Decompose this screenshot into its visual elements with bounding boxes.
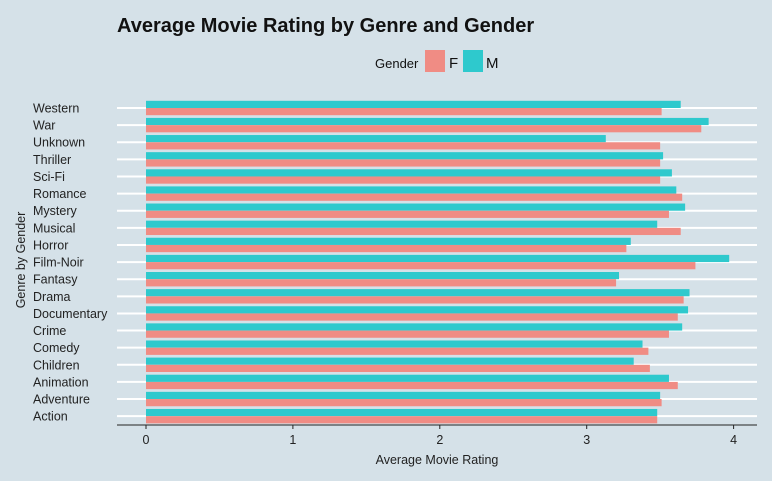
bar-f (146, 108, 662, 116)
bar-f (146, 227, 681, 236)
y-tick-label: Musical (33, 221, 75, 235)
bar-m (146, 186, 677, 194)
y-tick-label: Adventure (33, 393, 90, 407)
bar-m (146, 374, 669, 382)
bar-m (146, 408, 658, 417)
bar-f (146, 176, 661, 184)
y-tick-label: Drama (33, 290, 71, 304)
bar-m (146, 254, 730, 263)
bar-f (146, 193, 683, 201)
bar-f (146, 381, 678, 390)
bar-m (146, 135, 606, 143)
x-tick-label: 0 (143, 433, 150, 447)
chart-title: Average Movie Rating by Genre and Gender (117, 15, 534, 37)
bar-m (146, 100, 681, 108)
bar-m (146, 117, 709, 126)
bar-f (146, 364, 650, 372)
bar-f (146, 416, 658, 424)
y-tick-label: Children (33, 358, 80, 372)
y-tick-label: Sci-Fi (33, 170, 65, 184)
bar-m (146, 306, 689, 314)
x-tick-label: 1 (289, 433, 296, 447)
bar-f (146, 159, 661, 167)
bar-m (146, 323, 683, 331)
bar-m (146, 220, 658, 228)
x-axis-title: Average Movie Rating (376, 453, 499, 467)
bar-m (146, 340, 643, 348)
legend-label-m: M (486, 55, 499, 72)
bar-f (146, 330, 669, 338)
bar-m (146, 203, 686, 211)
x-axis: 0 1 2 3 4 (117, 424, 757, 447)
legend-label-f: F (449, 55, 458, 72)
y-tick-label: Documentary (33, 307, 108, 321)
y-tick-label: Unknown (33, 136, 85, 150)
y-tick-label: Thriller (33, 153, 71, 167)
bar-f (146, 313, 678, 321)
bar-f (146, 296, 684, 304)
bars (146, 100, 730, 424)
legend-swatch-m (463, 50, 483, 72)
bar-m (146, 289, 690, 297)
bar-m (146, 169, 672, 177)
y-tick-label: Film-Noir (33, 256, 84, 270)
bar-f (146, 279, 617, 287)
y-axis-title: Genre by Gender (14, 212, 28, 309)
y-tick-label: Horror (33, 238, 68, 252)
bar-f (146, 262, 696, 270)
y-tick-label: Romance (33, 187, 87, 201)
y-axis-tick-labels: Western War Unknown Thriller Sci-Fi Romance My… (33, 102, 108, 424)
bar-f (146, 142, 661, 150)
y-tick-label: Mystery (33, 204, 78, 218)
legend-title: Gender (375, 56, 419, 71)
x-tick-label: 4 (730, 433, 737, 447)
bar-m (146, 391, 661, 400)
bar-m (146, 357, 634, 365)
bar-m (146, 152, 664, 160)
bar-f (146, 244, 627, 253)
y-tick-label: Crime (33, 324, 66, 338)
legend-swatch-f (425, 50, 445, 72)
y-tick-label: Western (33, 102, 79, 116)
bar-f (146, 347, 649, 355)
bar-m (146, 272, 620, 280)
y-tick-label: War (33, 119, 55, 133)
bar-m (146, 237, 631, 245)
y-tick-label: Action (33, 410, 68, 424)
y-tick-label: Comedy (33, 341, 80, 355)
y-tick-label: Animation (33, 375, 89, 389)
legend: Gender F M (375, 50, 499, 72)
x-tick-label: 3 (583, 433, 590, 447)
bar-f (146, 210, 669, 218)
y-tick-label: Fantasy (33, 273, 78, 287)
x-tick-label: 2 (436, 433, 443, 447)
bar-f (146, 125, 702, 133)
bar-f (146, 399, 662, 407)
